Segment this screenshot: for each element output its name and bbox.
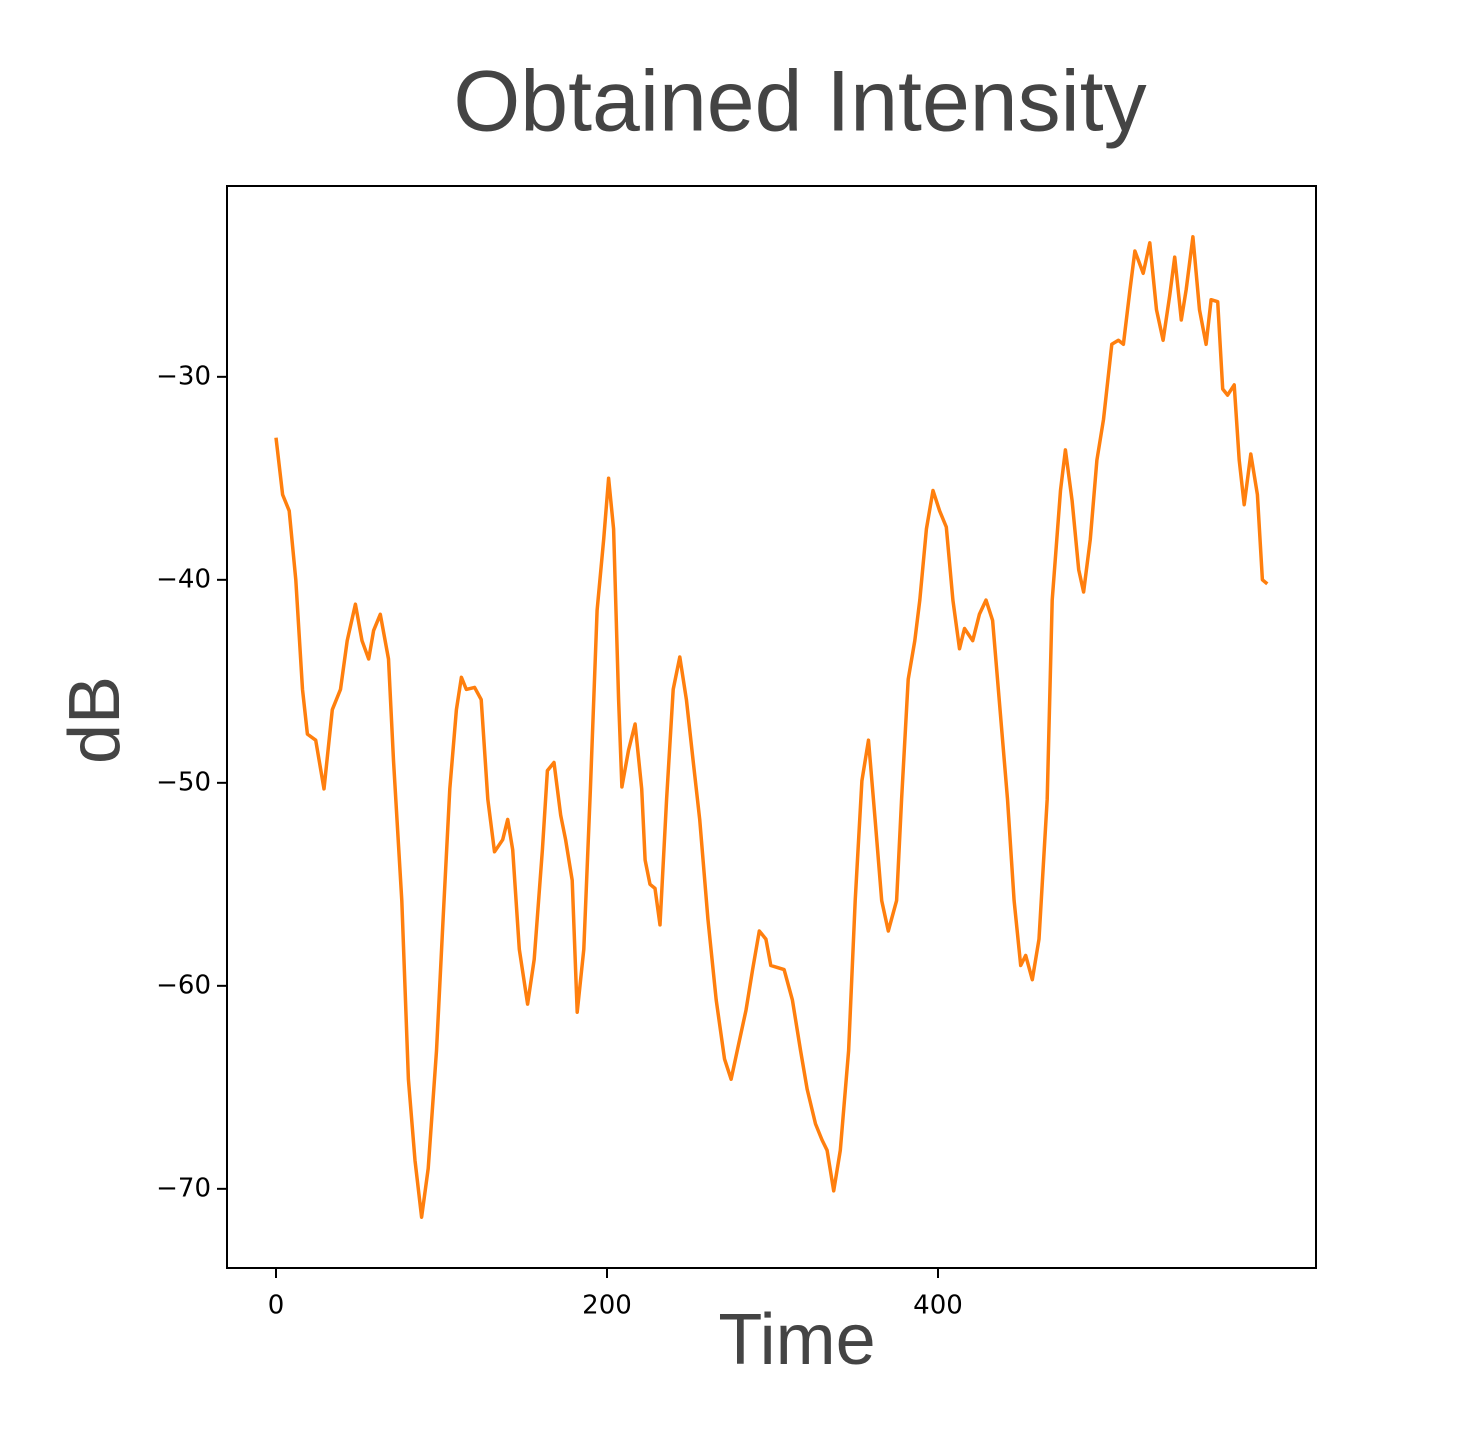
x-tick-label: 200 — [582, 1291, 632, 1321]
y-tick-label: −40 — [156, 564, 211, 594]
y-axis-label: dB — [55, 676, 135, 764]
plot-frame — [226, 185, 1317, 1269]
x-tick-label: 400 — [913, 1291, 963, 1321]
y-tick-label: −50 — [156, 767, 211, 797]
y-tick-label: −70 — [156, 1173, 211, 1203]
data-line — [274, 235, 1269, 1219]
x-axis-label: Time — [718, 1300, 875, 1380]
chart-title: Obtained Intensity — [453, 54, 1146, 150]
x-tick-label: 0 — [268, 1291, 285, 1321]
y-tick-label: −30 — [156, 361, 211, 391]
y-tick-label: −60 — [156, 970, 211, 1000]
